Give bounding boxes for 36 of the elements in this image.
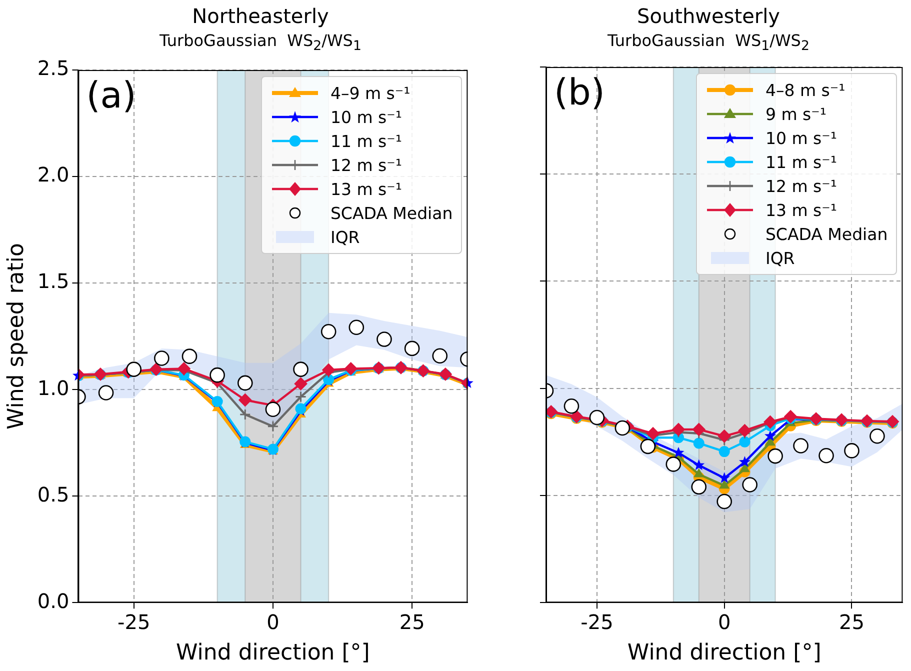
x-tick-label: 0 (718, 610, 731, 634)
chart-title: Northeasterly (191, 4, 330, 28)
annotation: (a) (86, 75, 136, 116)
chart-subtitle: TurboGaussian WS$_{1}$/WS$_{2}$ (606, 31, 810, 54)
legend-label: IQR (765, 248, 795, 268)
legend-label: SCADA Median (765, 224, 888, 244)
legend-label: 11 m s⁻¹ (765, 152, 837, 172)
legend-label: IQR (330, 228, 360, 246)
legend-label: 4–8 m s⁻¹ (765, 80, 846, 100)
legend-label: 10 m s⁻¹ (765, 128, 837, 148)
y-tick-label: 2.0 (37, 162, 70, 187)
chart-title: Southwesterly (636, 4, 781, 28)
y-tick-label: 0.0 (37, 588, 70, 613)
x-tick-label: 25 (839, 610, 864, 634)
legend-label: 13 m s⁻¹ (765, 200, 837, 220)
y-axis-title: Wind speed ratio (4, 243, 29, 430)
legend-label: 13 m s⁻¹ (330, 180, 402, 198)
x-tick-label: 0 (266, 610, 280, 634)
legend-label: SCADA Median (330, 204, 453, 222)
legend-label: 9 m s⁻¹ (765, 104, 826, 124)
legend-label: 12 m s⁻¹ (330, 156, 402, 174)
y-tick-label: 0.5 (37, 482, 70, 506)
legend-label: 10 m s⁻¹ (330, 108, 402, 126)
x-axis-title: Wind direction [°] (627, 640, 822, 666)
x-tick-label: -25 (580, 610, 614, 634)
x-axis-title: Wind direction [°] (176, 640, 370, 666)
annotation: (b) (554, 72, 605, 114)
legend-label: 12 m s⁻¹ (765, 176, 837, 196)
y-tick-label: 1.0 (37, 376, 70, 400)
legend-label: 4–9 m s⁻¹ (330, 84, 410, 102)
legend-label: 11 m s⁻¹ (330, 132, 402, 150)
chart-subtitle: TurboGaussian WS$_{2}$/WS$_{1}$ (158, 31, 362, 54)
x-tick-label: -25 (118, 610, 150, 634)
y-tick-label: 2.5 (37, 56, 70, 80)
y-tick-label: 1.5 (37, 269, 70, 294)
x-tick-label: 25 (399, 610, 425, 634)
